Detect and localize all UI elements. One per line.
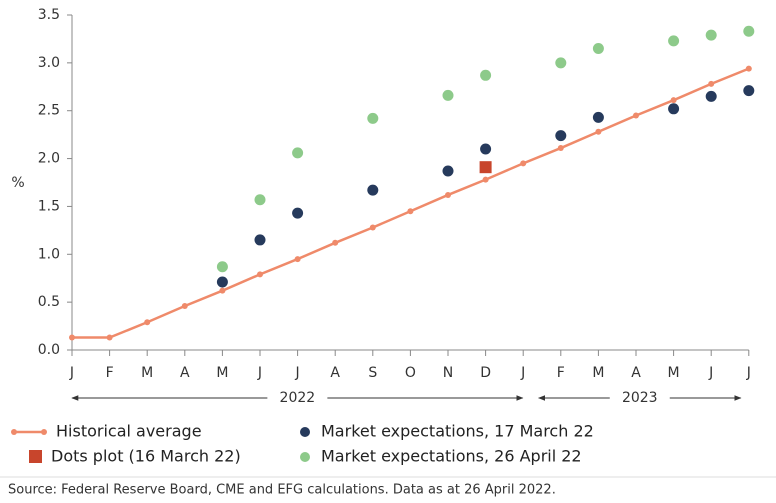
line-point: [445, 191, 451, 198]
dot-point: [254, 234, 266, 246]
legend-label: Historical average: [56, 422, 202, 441]
x-tick-label: S: [368, 365, 377, 381]
y-tick-label: 0.5: [38, 294, 60, 310]
x-tick-label: M: [668, 365, 680, 381]
x-tick-label: M: [216, 365, 228, 381]
x-tick-label: O: [405, 365, 416, 381]
line-point: [332, 239, 339, 246]
dot-point: [442, 89, 454, 101]
line-series: [72, 67, 750, 339]
legend-swatch: [300, 452, 310, 462]
dot-point: [592, 111, 604, 123]
dot-point: [216, 261, 228, 273]
legend: Historical average Dots plot (16 March 22…: [11, 422, 594, 466]
year-label: 2022: [280, 390, 316, 406]
x-tick-label: F: [557, 365, 565, 381]
dot-point: [668, 103, 680, 115]
dot-point: [254, 194, 266, 206]
x-tick-label: J: [257, 365, 262, 381]
line-point: [181, 302, 188, 309]
line-point: [670, 97, 677, 104]
x-tick-label: J: [708, 365, 713, 381]
dot-point: [292, 207, 304, 219]
y-axis-label: %: [11, 175, 24, 191]
x-tick-label: A: [180, 365, 190, 381]
dot-point: [668, 35, 680, 47]
dot-point: [480, 69, 492, 81]
dot-point: [705, 90, 717, 102]
dot-point: [555, 130, 567, 142]
x-tick-label: M: [141, 365, 153, 381]
x-tick-label: J: [746, 365, 751, 381]
x-tick-label: J: [69, 365, 74, 381]
legend-label: Market expectations, 26 April 22: [321, 447, 582, 466]
x-tick-label: A: [330, 365, 340, 381]
y-tick-label: 2.5: [38, 103, 60, 119]
legend-swatch: [41, 429, 47, 435]
dot-point: [592, 43, 604, 54]
legend-swatch: [29, 450, 42, 463]
line-point: [708, 80, 715, 87]
line-point: [595, 128, 602, 135]
dot-point: [442, 165, 454, 177]
line-point: [369, 224, 376, 231]
line-point: [482, 176, 489, 183]
x-tick-label: J: [520, 365, 525, 381]
y-tick-label: 1.0: [38, 246, 60, 262]
legend-label: Market expectations, 17 March 22: [321, 422, 594, 441]
dot-point: [555, 57, 567, 69]
dot-point: [743, 85, 755, 97]
line-point: [257, 271, 263, 278]
dot-point: [480, 143, 492, 155]
y-tick-label: 0.0: [38, 342, 60, 358]
dot-point: [216, 276, 228, 288]
x-tick-label: D: [480, 365, 491, 381]
y-tick-label: 1.5: [38, 198, 60, 214]
line-point: [557, 145, 564, 152]
line-point: [219, 287, 226, 294]
x-tick-label: A: [631, 365, 641, 381]
square-point: [479, 161, 492, 174]
dot-point: [705, 29, 717, 41]
line-point: [144, 319, 151, 326]
x-tick-label: J: [295, 365, 300, 381]
y-tick-label: 2.0: [38, 151, 60, 167]
source-note: Source: Federal Reserve Board, CME and E…: [8, 483, 556, 498]
x-tick-label: F: [106, 365, 114, 381]
legend-swatch: [300, 427, 310, 437]
legend-label: Dots plot (16 March 22): [51, 447, 241, 466]
dot-point: [743, 25, 755, 37]
line-point: [407, 208, 414, 215]
x-tick-label: M: [592, 365, 604, 381]
y-tick-label: 3.5: [38, 7, 60, 23]
y-tick-label: 3.0: [38, 55, 60, 71]
line-point: [633, 112, 639, 119]
line-point: [69, 334, 75, 341]
line-point: [294, 256, 301, 263]
year-label: 2023: [622, 390, 658, 406]
x-tick-label: N: [443, 365, 453, 381]
line-point: [520, 160, 527, 167]
dot-point: [292, 147, 304, 159]
line-point: [106, 334, 113, 341]
dot-point: [367, 184, 379, 196]
legend-swatch: [11, 429, 17, 435]
line-point: [745, 65, 752, 72]
dot-point: [367, 112, 379, 124]
